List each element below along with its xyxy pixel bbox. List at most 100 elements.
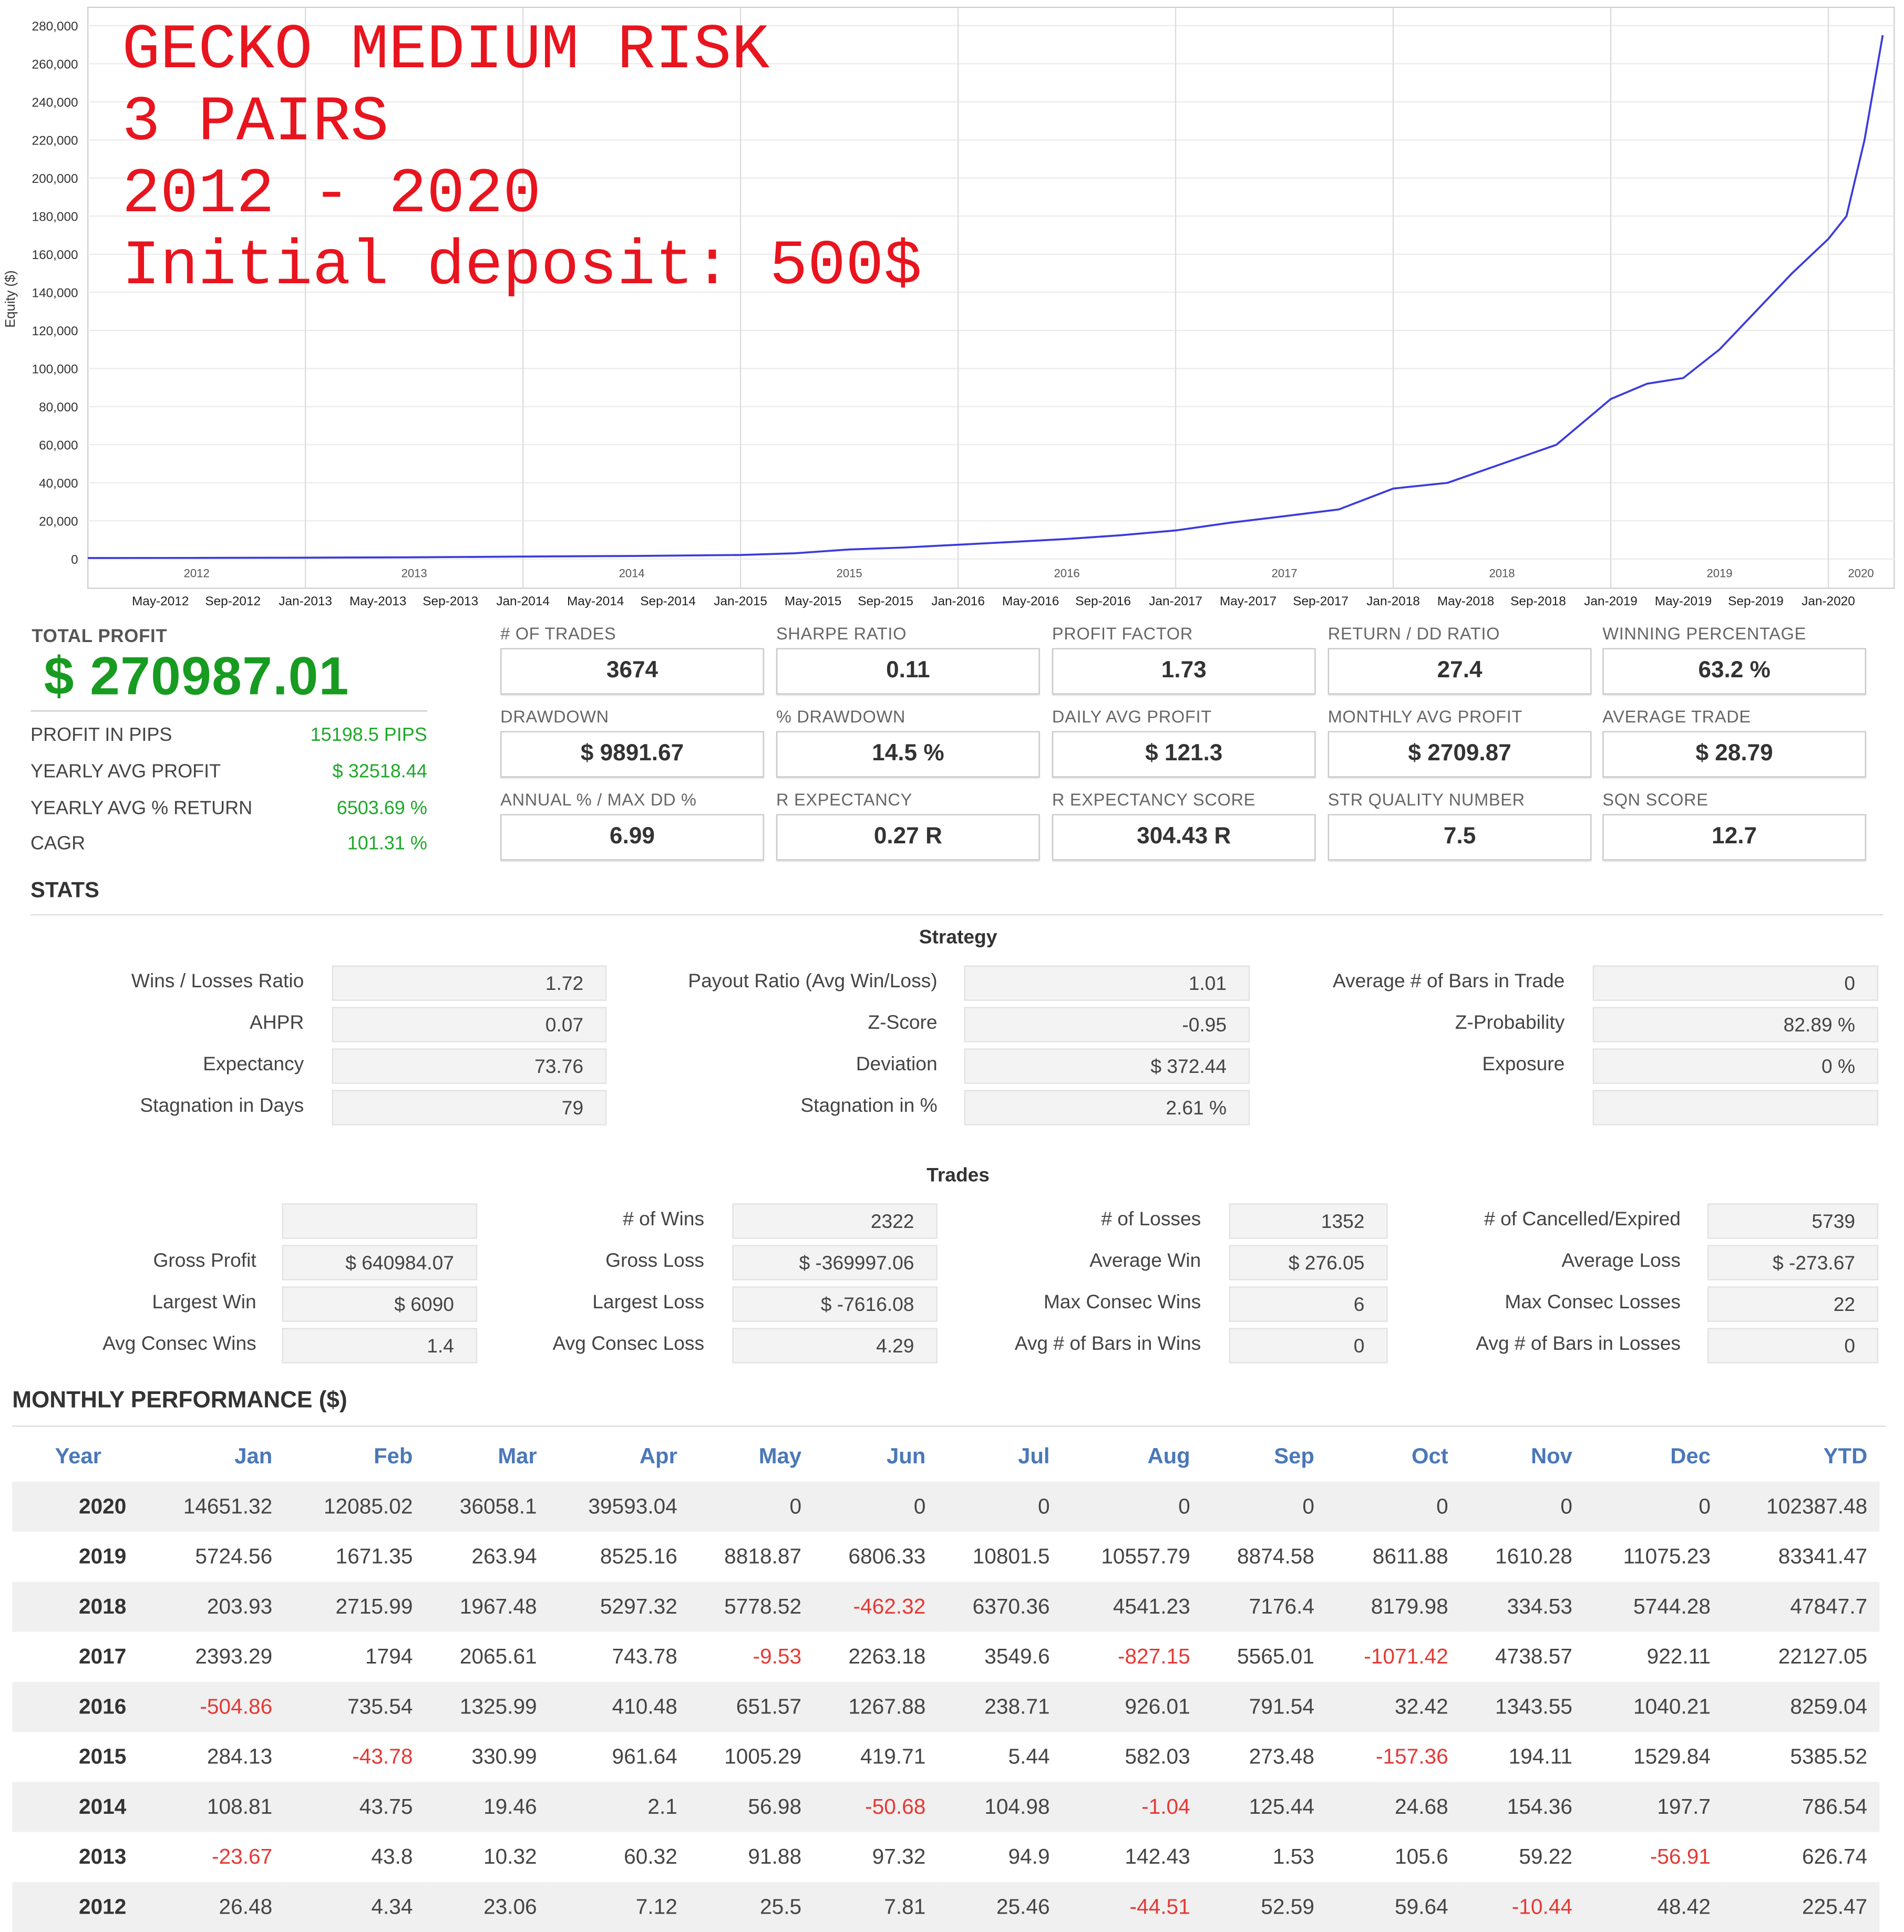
value-cell: 334.53 [1460,1582,1585,1632]
value-cell: 24.68 [1326,1782,1460,1832]
y-tick-label: 20,000 [39,515,78,529]
value-cell: 6370.36 [938,1582,1062,1632]
metric-winning-percentage: WINNING PERCENTAGE 63.2 % [1602,624,1866,695]
value-cell: 48.42 [1584,1882,1723,1932]
value-cell: 7.12 [549,1882,690,1932]
value-cell: 8818.87 [724,1544,802,1568]
column-header: Year [55,1443,101,1469]
x-month-label: Sep-2016 [1075,594,1131,608]
stat-label: Expectancy [203,1054,304,1076]
metric-label: R EXPECTANCY [776,789,912,810]
value-cell: 1005.29 [724,1744,802,1769]
value-cell: 330.99 [471,1744,537,1769]
metric-sharpe-ratio: SHARPE RATIO 0.11 [776,624,1040,695]
x-year-label: 2018 [1489,567,1515,580]
value-cell: 1040.21 [1584,1681,1723,1732]
value-cell: 59.22 [1519,1844,1572,1869]
y-tick-label: 100,000 [32,363,78,377]
trade-label: # of Cancelled/Expired [1484,1209,1681,1231]
value-cell: -157.36 [1375,1744,1448,1769]
value-cell: 238.71 [938,1681,1062,1732]
stat-value: 82.89 % [1592,1007,1879,1042]
value-cell: 5385.52 [1790,1744,1868,1769]
trade-value: 4.29 [732,1328,938,1363]
column-header: Jul [1018,1443,1050,1469]
year-cell: 2014 [12,1782,145,1832]
metric-value: $ 2709.87 [1327,731,1592,778]
trade-value: 1352 [1229,1203,1388,1239]
value-cell: -1071.42 [1364,1644,1448,1669]
value-cell: 7.81 [814,1882,938,1932]
trade-label: Avg # of Bars in Wins [1014,1334,1201,1355]
column-header: Aug [1147,1443,1190,1469]
metric-label: RETURN / DD RATIO [1327,624,1500,644]
stat-value: 79 [332,1090,607,1125]
monthly-performance-table: Year Jan Feb Mar Apr May Jun Jul Aug Sep Oct Nov Dec… [12,1432,1880,1932]
metric-average-trade: AVERAGE TRADE $ 28.79 [1602,707,1866,778]
trade-value: 0 [1707,1328,1879,1363]
value-cell: 2065.61 [459,1644,537,1669]
yearly-avg-return-label: YEARLY AVG % RETURN [30,798,253,819]
value-cell: 1343.55 [1460,1681,1585,1732]
value-cell: 60.32 [624,1844,677,1869]
value-cell: 23.06 [425,1882,549,1932]
trade-value: $ 640984.07 [282,1245,478,1280]
stat-value: 0.07 [332,1007,607,1042]
metric-value: $ 121.3 [1052,731,1316,778]
x-month-label: Jan-2013 [279,594,332,608]
value-cell: 142.43 [1125,1844,1190,1869]
stat-label: Average # of Bars in Trade [1332,972,1565,993]
value-cell: 1967.48 [425,1582,549,1632]
value-cell: 8259.04 [1723,1681,1880,1732]
metric-value: 1.73 [1052,648,1316,695]
x-month-label: May-2014 [567,594,624,608]
table-row: 2019 5724.56 1671.35 263.94 8525.16 8818.87 68… [12,1532,1879,1582]
value-cell: 8525.16 [600,1544,677,1568]
stat-value: 2.61 % [964,1090,1250,1125]
x-year-label: 2014 [619,567,645,580]
monthly-performance-title: MONTHLY PERFORMANCE ($) [12,1388,347,1413]
value-cell: -44.51 [1062,1882,1202,1932]
value-cell: 5297.32 [549,1582,690,1632]
value-cell: 961.64 [612,1744,677,1769]
y-tick-label: 260,000 [32,58,78,72]
value-cell: 1671.35 [335,1544,413,1568]
metric-value: 63.2 % [1602,648,1866,695]
value-cell: 735.54 [284,1681,425,1732]
x-year-label: 2012 [184,567,210,580]
value-cell: 10.32 [483,1844,537,1869]
stat-label: Wins / Losses Ratio [131,972,304,993]
value-cell: 3549.6 [984,1644,1050,1669]
stat-label: AHPR [250,1013,304,1034]
value-cell: 0 [814,1482,938,1532]
metric-label: DAILY AVG PROFIT [1052,706,1212,727]
value-cell: 197.7 [1584,1782,1723,1832]
value-cell: 52.59 [1202,1882,1327,1932]
overlay-line-4: Initial deposit: 500$ [122,231,922,303]
column-header: Jun [886,1443,926,1469]
x-year-label: 2015 [837,567,862,580]
value-cell: -1.04 [1062,1782,1202,1832]
value-cell: 104.98 [938,1782,1062,1832]
trade-label: # of Wins [623,1209,705,1231]
y-axis-label: Equity ($) [3,270,18,327]
trade-label: Average Loss [1561,1251,1681,1272]
trade-value-empty [282,1203,478,1239]
value-cell: 8874.58 [1237,1544,1314,1568]
value-cell: 0 [938,1482,1062,1532]
column-header: May [758,1443,802,1469]
monthly-divider [12,1425,1886,1427]
value-cell: 25.5 [689,1882,814,1932]
value-cell: 5744.28 [1584,1582,1723,1632]
stat-value: 1.72 [332,965,607,1001]
metric-label: SHARPE RATIO [776,624,907,644]
column-header: Oct [1412,1443,1448,1469]
stat-value: 1.01 [964,965,1250,1001]
value-cell: -56.91 [1650,1844,1711,1869]
y-tick-label: 40,000 [39,477,78,491]
stat-value: -0.95 [964,1007,1250,1042]
metric-value: 27.4 [1327,648,1592,695]
year-cell: 2012 [12,1882,145,1932]
trade-value: $ -369997.06 [732,1245,938,1280]
value-cell: 56.98 [689,1782,814,1832]
